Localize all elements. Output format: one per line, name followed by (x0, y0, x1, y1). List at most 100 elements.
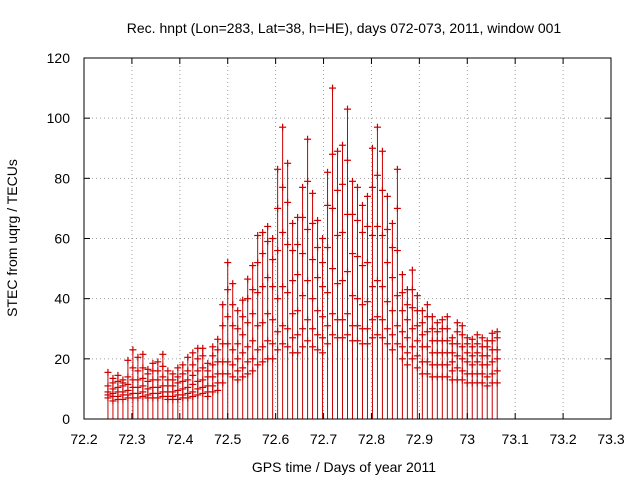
data-point (393, 165, 401, 173)
data-point (363, 192, 371, 200)
data-point (299, 213, 307, 221)
x-tick-label: 73 (459, 431, 475, 447)
data-point (363, 298, 371, 306)
data-point (199, 364, 207, 372)
data-point (443, 349, 451, 357)
data-point (493, 367, 501, 375)
data-point (189, 371, 197, 379)
data-point (244, 358, 252, 366)
data-point (139, 364, 147, 372)
data-point (314, 216, 322, 224)
data-point (478, 334, 486, 342)
data-point (134, 394, 142, 402)
x-tick-label: 72.2 (70, 431, 97, 447)
data-point (209, 382, 217, 390)
data-point (413, 337, 421, 345)
data-point (304, 225, 312, 233)
data-point (373, 331, 381, 339)
data-point (259, 358, 267, 366)
data-point (144, 377, 152, 385)
data-point (239, 373, 247, 381)
data-point (254, 361, 262, 369)
y-tick-label: 100 (47, 110, 71, 126)
data-point (408, 304, 416, 312)
data-point (398, 289, 406, 297)
data-point (184, 376, 192, 384)
x-tick-label: 72.6 (262, 431, 289, 447)
x-tick-label: 72.7 (310, 431, 337, 447)
data-point (244, 319, 252, 327)
data-point (393, 340, 401, 348)
data-point (219, 322, 227, 330)
data-point (189, 380, 197, 388)
x-tick-label: 73.2 (549, 431, 576, 447)
data-point (363, 259, 371, 267)
y-tick-label: 60 (54, 231, 70, 247)
data-point (368, 183, 376, 191)
data-point (229, 373, 237, 381)
data-point (443, 361, 451, 369)
data-point (383, 298, 391, 306)
data-point (443, 325, 451, 333)
data-point (363, 222, 371, 230)
data-point (159, 362, 167, 370)
data-point (204, 392, 212, 400)
data-point (154, 376, 162, 384)
data-point (403, 361, 411, 369)
data-point (199, 389, 207, 397)
data-point (398, 307, 406, 315)
data-point (159, 373, 167, 381)
data-point (488, 358, 496, 366)
data-point (483, 382, 491, 390)
data-point (274, 204, 282, 212)
data-point (109, 397, 117, 405)
data-point (373, 123, 381, 131)
data-point (309, 189, 317, 197)
data-point (468, 352, 476, 360)
data-point (463, 334, 471, 342)
data-point (473, 331, 481, 339)
data-point (184, 353, 192, 361)
data-point (413, 307, 421, 315)
data-point (194, 355, 202, 363)
data-point (174, 379, 182, 387)
data-point (353, 183, 361, 191)
data-point (304, 135, 312, 143)
data-point (398, 271, 406, 279)
data-point (289, 219, 297, 227)
data-point (204, 359, 212, 367)
data-point (264, 238, 272, 246)
data-point (209, 361, 217, 369)
data-point (134, 353, 142, 361)
data-point (269, 316, 277, 324)
data-point (229, 361, 237, 369)
data-point (119, 376, 127, 384)
data-point (314, 244, 322, 252)
data-point (388, 274, 396, 282)
data-point (329, 150, 337, 158)
data-point (473, 340, 481, 348)
data-point (358, 301, 366, 309)
x-tick-label: 73.3 (597, 431, 624, 447)
data-point (443, 313, 451, 321)
data-point (428, 325, 436, 333)
data-point (309, 343, 317, 351)
data-point (363, 340, 371, 348)
data-point (249, 337, 257, 345)
data-point (259, 250, 267, 258)
data-point (249, 367, 257, 375)
data-point (209, 388, 217, 396)
data-point (214, 335, 222, 343)
data-point (104, 368, 112, 376)
data-point (368, 231, 376, 239)
data-point (393, 292, 401, 300)
data-point (199, 383, 207, 391)
data-point (254, 259, 262, 267)
data-point (239, 349, 247, 357)
data-point (194, 385, 202, 393)
data-point (154, 367, 162, 375)
data-point (314, 274, 322, 282)
data-point (234, 307, 242, 315)
data-point (224, 259, 232, 267)
data-point (224, 370, 232, 378)
